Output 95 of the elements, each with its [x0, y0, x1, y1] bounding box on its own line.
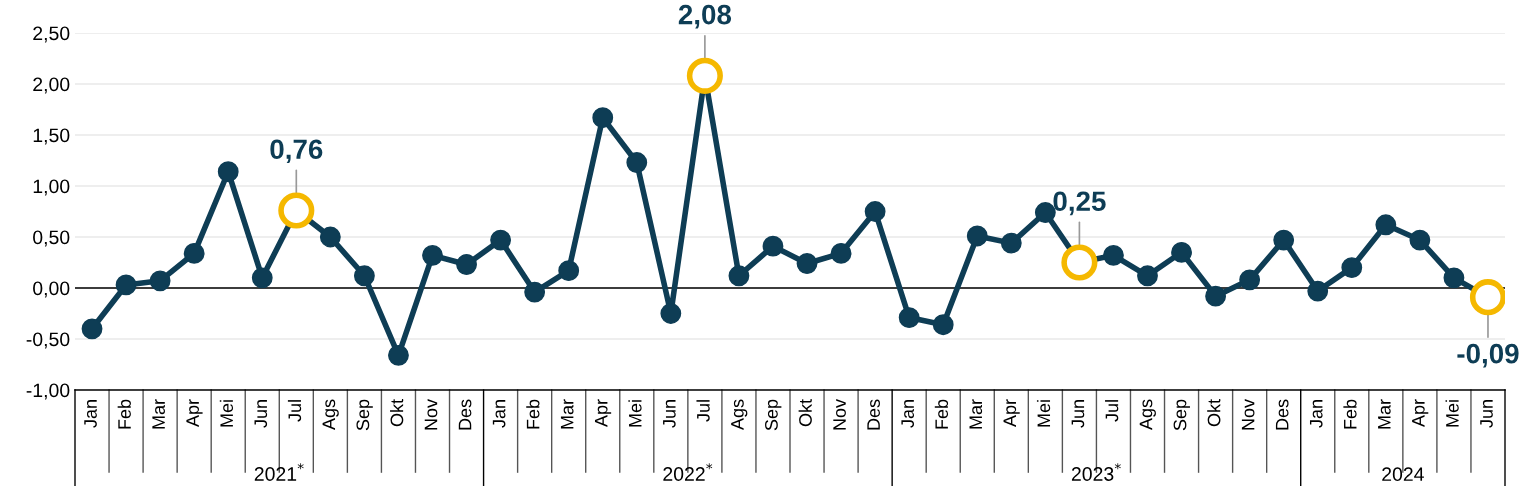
data-label: 0,25	[1053, 191, 1106, 216]
y-tick-label: 2,00	[33, 77, 70, 94]
text: 2023$^{*}$	[1071, 463, 1121, 481]
x-tick-label: Ags	[322, 399, 339, 430]
point	[422, 244, 443, 266]
y-tick-label: 2,50	[33, 26, 70, 43]
point	[81, 318, 103, 340]
point	[1205, 285, 1227, 307]
x-tick-label: Apr	[1412, 399, 1429, 427]
point	[1273, 229, 1295, 251]
point	[149, 270, 171, 292]
point	[558, 260, 580, 282]
x-tick-label: Des	[1275, 399, 1289, 430]
point	[932, 314, 954, 336]
point	[728, 265, 750, 287]
point	[1137, 265, 1158, 287]
point	[1000, 232, 1022, 254]
x-tick-label: Nov	[1241, 398, 1255, 430]
x-tick-label: Jan	[492, 400, 506, 428]
point	[353, 265, 375, 287]
point	[830, 242, 852, 264]
point	[251, 267, 273, 289]
x-tick-label: Mei	[1445, 400, 1459, 427]
x-tick-label: Mei	[219, 400, 234, 427]
x-tick-label: Des	[458, 399, 472, 430]
point	[762, 235, 784, 257]
point	[660, 303, 682, 324]
point	[388, 344, 409, 366]
point	[1443, 267, 1465, 289]
x-tick-label: Mar	[560, 399, 574, 429]
x-tick-label: Mar	[969, 399, 983, 429]
point	[864, 201, 886, 222]
point	[1307, 280, 1329, 302]
x-tick-label: Des	[867, 399, 880, 430]
x-tick-label: Nov	[424, 398, 438, 430]
x-tick-label: Jan	[901, 400, 915, 428]
y-tick-label: 0,50	[33, 230, 70, 247]
x-tick-label: Feb	[117, 399, 131, 429]
point	[1239, 269, 1261, 291]
point	[1171, 241, 1192, 263]
x-tick-label: Jul	[1105, 400, 1119, 422]
x-tick-label: Jan	[1309, 400, 1323, 428]
text: 2022$^{*}$	[663, 463, 713, 481]
y-tick-label: 1,00	[33, 179, 70, 196]
x-tick-label: Okt	[390, 399, 404, 427]
x-tick-label: Mei	[628, 400, 642, 427]
x-tick-label: Feb	[526, 399, 540, 429]
x-tick-label: Okt	[1207, 399, 1221, 427]
x-tick-label: Mar	[152, 399, 165, 429]
data-label: 2,08	[678, 4, 732, 29]
point	[966, 225, 988, 247]
x-tick-label: Apr	[1003, 399, 1020, 427]
x-tick-label: Jul	[696, 400, 710, 422]
x-tick-label: Mei	[1036, 400, 1051, 427]
point	[217, 161, 239, 183]
point	[1409, 229, 1431, 251]
x-tick-label: Sep	[765, 399, 782, 431]
point	[626, 152, 648, 173]
data-label: -0,09	[1457, 343, 1519, 368]
point	[1341, 257, 1363, 279]
x-tick-label: Jan	[84, 400, 97, 428]
point	[796, 253, 818, 274]
text: 2021$^{*}$	[254, 463, 304, 481]
y-tick-label: 1,50	[33, 128, 70, 145]
point	[115, 274, 137, 296]
x-tick-label: Jun	[663, 400, 676, 428]
x-tick-label: Sep	[356, 399, 373, 431]
x-tick-label: Mar	[1378, 399, 1391, 429]
data-label: 0,76	[270, 139, 323, 164]
x-tick-label: Jun	[1480, 400, 1493, 428]
point	[1103, 244, 1124, 266]
y-tick-label: -0,50	[26, 332, 70, 349]
point	[898, 307, 920, 328]
x-tick-label: Jun	[1071, 400, 1085, 428]
y-tick-label: 0,00	[33, 281, 70, 298]
x-tick-label: Jul	[287, 400, 302, 422]
point	[490, 229, 512, 251]
x-tick-label: Apr	[186, 399, 203, 427]
point	[183, 242, 205, 264]
point	[524, 281, 546, 303]
point	[319, 226, 341, 248]
y-tick-label: -1,00	[26, 383, 70, 400]
x-tick-label: Okt	[798, 399, 812, 427]
point	[456, 254, 477, 275]
x-tick-label: Apr	[594, 399, 612, 427]
x-tick-label: Feb	[934, 399, 949, 429]
x-tick-label: Ags	[731, 399, 748, 430]
text: 2024	[1382, 467, 1424, 482]
x-tick-label: Sep	[1173, 399, 1190, 431]
point	[1375, 214, 1397, 236]
point	[592, 107, 614, 129]
x-tick-label: Jun	[254, 400, 268, 428]
x-tick-label: Nov	[833, 398, 846, 430]
x-tick-label: Feb	[1343, 399, 1357, 429]
x-tick-label: Ags	[1139, 399, 1156, 430]
